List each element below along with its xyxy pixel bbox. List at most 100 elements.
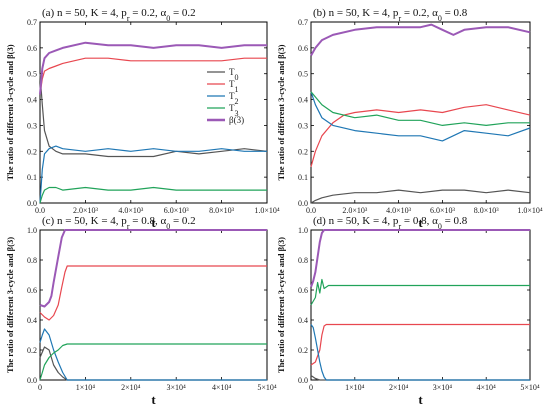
x-tick-label: 2×10⁴ — [389, 383, 409, 392]
series-line-T2 — [310, 91, 531, 142]
x-tick-label: 4×10⁴ — [477, 383, 497, 392]
legend-label-T1: T1 — [229, 79, 239, 94]
y-tick-label: 0.8 — [298, 256, 308, 265]
series-line-T1 — [39, 57, 267, 95]
y-tick-label: 0.8 — [27, 256, 37, 265]
plot-frame — [310, 229, 531, 381]
y-tick-label: 0.2 — [27, 147, 37, 156]
series-line-T0 — [310, 375, 530, 381]
y-tick-label: 0.1 — [298, 173, 308, 182]
plot-frame — [39, 21, 268, 204]
x-tick-label: 1.0×10⁴ — [517, 206, 543, 215]
x-axis-label: t — [151, 392, 156, 407]
panel-title-subscript: 0 — [166, 14, 170, 23]
panel-title-part: (d) n = 50, K = 4, p — [313, 215, 399, 227]
x-tick-label: 8.0×10³ — [209, 206, 235, 215]
y-tick-label: 0.4 — [27, 316, 37, 325]
legend-label-T0-part: T — [229, 67, 235, 77]
legend-label-T3: T3 — [229, 103, 239, 118]
panel-title-part: (c) n = 50, K = 4, p — [42, 215, 127, 227]
series-line-T0 — [39, 73, 268, 158]
y-tick-label: 0.3 — [27, 121, 37, 130]
legend-label-T2-subscript: 2 — [235, 97, 239, 106]
y-tick-label: 0.7 — [298, 18, 308, 27]
series-line-T2 — [39, 328, 267, 381]
x-tick-label: 4.0×10³ — [118, 206, 144, 215]
x-tick-label: 8.0×10³ — [474, 206, 500, 215]
y-tick-label: 0.0 — [298, 376, 308, 385]
panel-c: 0.0 0.2 0.4 0.6 0.8 1.0 0 1×10⁴ 2×10⁴ 3×10⁴ 4×10⁴ 5… — [5, 215, 277, 407]
y-tick-label: 0.6 — [298, 44, 308, 53]
x-tick-label: 2.0×10³ — [73, 206, 99, 215]
panel-d: 0.0 0.2 0.4 0.6 0.8 1.0 0 1×10⁴ 2×10⁴ 3×10⁴ 4×10⁴ 5… — [276, 215, 540, 407]
x-tick-label: 2.0×10³ — [342, 206, 368, 215]
panel-title-part: = 0.2 — [170, 7, 195, 19]
panel-title-part: = 0.8, α — [401, 215, 438, 227]
y-tick-label: 0.0 — [27, 376, 37, 385]
series-line-T1 — [310, 323, 530, 366]
legend-label-beta3-part: β(3) — [229, 115, 244, 125]
legend-label-T0-subscript: 0 — [235, 73, 239, 82]
panel-title-subscript: 0 — [438, 222, 442, 231]
panel-title: (c) n = 50, K = 4, pr = 0.8, α0 = 0.2 — [42, 215, 196, 231]
series-line-T3 — [310, 91, 530, 127]
plot-frame — [310, 21, 531, 204]
series-line-beta3 — [310, 23, 531, 57]
y-axis-label: The ratio of different 3-cycle and β(3) — [5, 44, 15, 180]
y-tick-label: 0.3 — [298, 121, 308, 130]
y-tick-label: 0.4 — [27, 96, 37, 105]
x-tick-label: 3×10⁴ — [433, 383, 453, 392]
panel-title-part: (b) n = 50, K = 4, p — [313, 7, 399, 19]
y-tick-label: 0.4 — [298, 96, 308, 105]
x-tick-label: 0 — [309, 383, 313, 392]
legend-label-T3-subscript: 3 — [235, 109, 239, 118]
panel-a: 0.0 0.1 0.2 0.3 0.4 0.5 0.6 0.7 0.0 2.0×10³ 4.0×10… — [5, 7, 280, 230]
x-tick-label: 6.0×10³ — [430, 206, 456, 215]
panel-title-part: = 0.8 — [442, 215, 468, 227]
series-line-T1 — [39, 265, 267, 321]
series-line-T0 — [310, 189, 531, 204]
panel-title: (d) n = 50, K = 4, pr = 0.8, α0 = 0.8 — [313, 215, 468, 231]
panel-title-part: = 0.8, α — [129, 215, 166, 227]
x-axis-label: t — [418, 215, 423, 230]
x-tick-label: 4.0×10³ — [386, 206, 412, 215]
y-tick-label: 0.7 — [27, 18, 37, 27]
x-tick-label: 0.0 — [306, 206, 316, 215]
y-tick-label: 0.4 — [298, 316, 308, 325]
x-axis-label: t — [418, 392, 423, 407]
panel-title-part: = 0.8 — [442, 7, 468, 19]
y-axis-label: The ratio of different 3-cycle and β(3) — [5, 237, 15, 373]
y-tick-label: 0.2 — [27, 346, 37, 355]
legend-label-T2: T2 — [229, 91, 239, 106]
x-tick-label: 5×10⁴ — [257, 383, 277, 392]
series-line-T0 — [39, 346, 267, 381]
x-tick-label: 3×10⁴ — [167, 383, 187, 392]
series-line-T2 — [310, 324, 530, 381]
panel-title: (a) n = 50, K = 4, pr = 0.2, α0 = 0.2 — [42, 7, 196, 23]
series-line-T2 — [39, 145, 267, 204]
y-tick-label: 1.0 — [298, 226, 308, 235]
plot-frame — [39, 229, 268, 381]
series-line-T1 — [310, 104, 531, 167]
x-tick-label: 2×10⁴ — [121, 383, 141, 392]
legend-label-T0: T0 — [229, 67, 239, 82]
y-tick-label: 0.6 — [27, 286, 37, 295]
y-tick-label: 0.0 — [298, 199, 308, 208]
x-axis-label: t — [151, 215, 156, 230]
x-tick-label: 4×10⁴ — [212, 383, 232, 392]
panel-title-subscript: r — [127, 222, 130, 231]
legend-label-T3-part: T — [229, 103, 235, 113]
x-tick-label: 6.0×10³ — [164, 206, 190, 215]
panel-title-part: = 0.2 — [170, 215, 195, 227]
panel-title: (b) n = 50, K = 4, pr = 0.2, α0 = 0.8 — [313, 7, 468, 23]
y-tick-label: 0.1 — [27, 173, 37, 182]
series-line-T3 — [310, 278, 530, 306]
series-line-beta3 — [310, 229, 530, 288]
y-axis-label: The ratio of different 3-cycle and β(3) — [276, 237, 286, 373]
y-tick-label: 0.5 — [27, 70, 37, 79]
x-tick-label: 1×10⁴ — [76, 383, 96, 392]
y-tick-label: 0.6 — [27, 44, 37, 53]
series-line-beta3 — [39, 229, 267, 308]
panel-title-subscript: 0 — [166, 222, 170, 231]
panel-title-part: = 0.2, α — [401, 7, 438, 19]
